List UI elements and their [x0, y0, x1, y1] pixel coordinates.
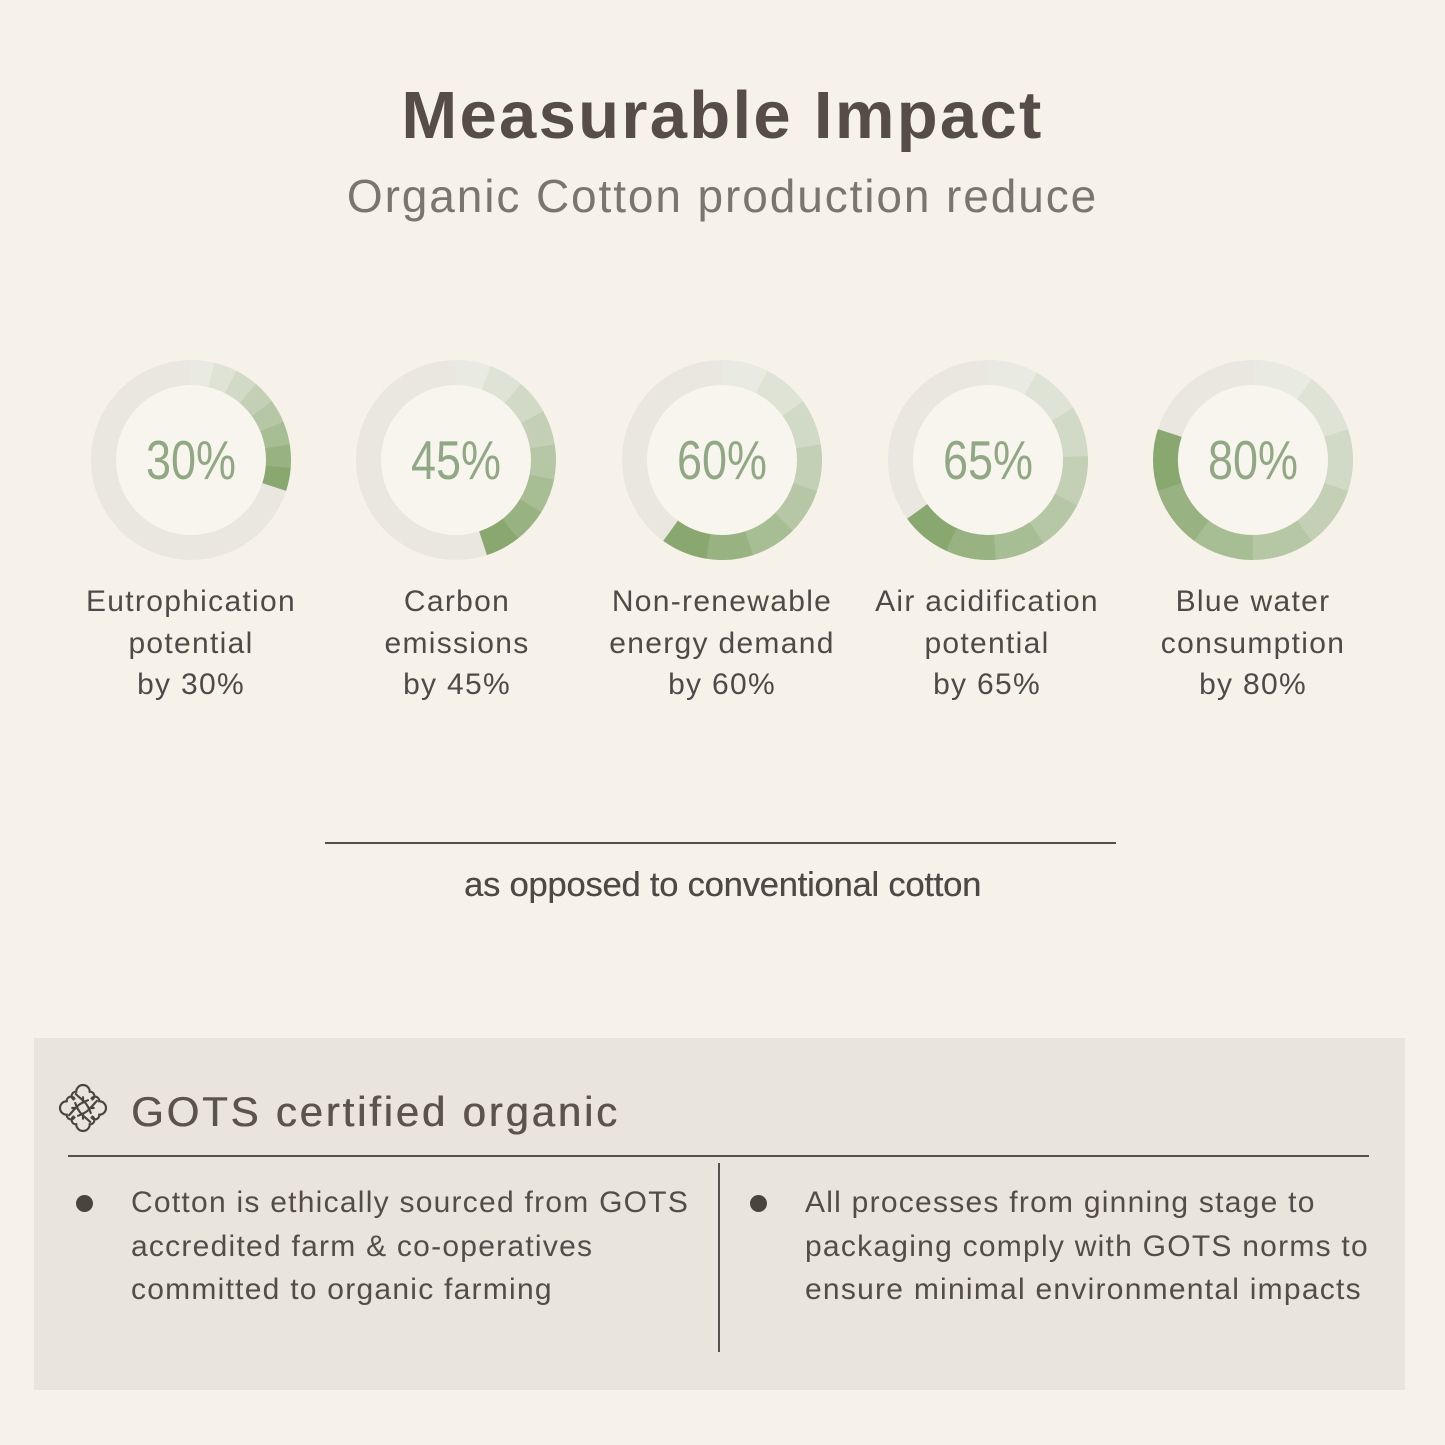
svg-text:80%: 80% — [1208, 429, 1298, 491]
svg-text:65%: 65% — [943, 429, 1033, 491]
svg-text:30%: 30% — [146, 429, 236, 491]
svg-text:45%: 45% — [411, 429, 501, 491]
svg-text:60%: 60% — [677, 429, 767, 491]
